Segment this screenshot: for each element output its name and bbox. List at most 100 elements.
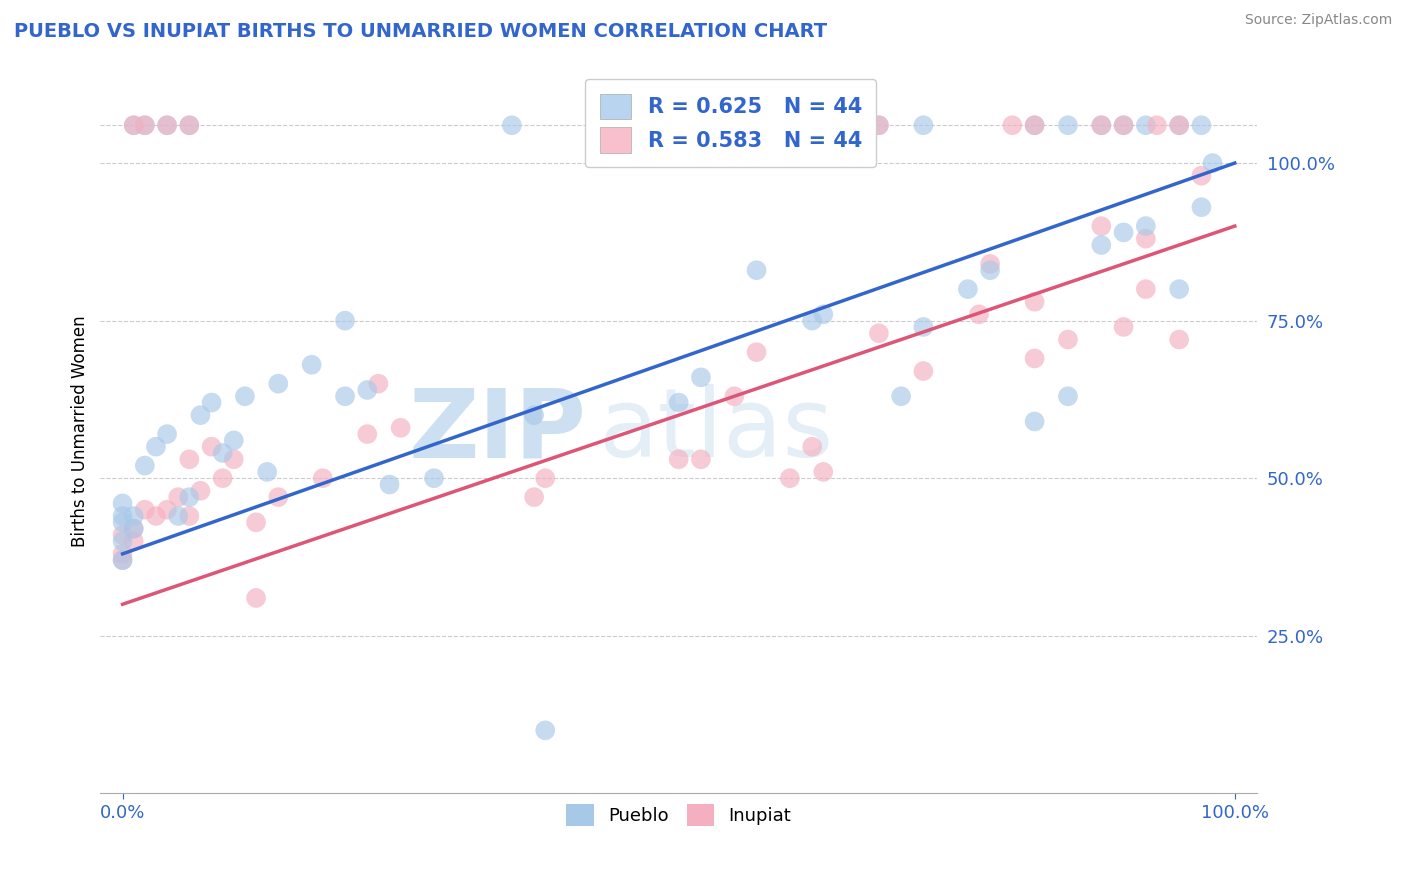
Point bbox=[723, 389, 745, 403]
Point bbox=[190, 483, 212, 498]
Point bbox=[167, 509, 190, 524]
Text: Source: ZipAtlas.com: Source: ZipAtlas.com bbox=[1244, 13, 1392, 28]
Point bbox=[134, 458, 156, 473]
Point bbox=[1090, 118, 1112, 132]
Point bbox=[1024, 118, 1046, 132]
Text: ZIP: ZIP bbox=[408, 384, 586, 477]
Point bbox=[211, 446, 233, 460]
Point bbox=[523, 490, 546, 504]
Point bbox=[111, 496, 134, 510]
Point bbox=[179, 490, 201, 504]
Point bbox=[1090, 238, 1112, 252]
Point bbox=[779, 118, 801, 132]
Text: PUEBLO VS INUPIAT BIRTHS TO UNMARRIED WOMEN CORRELATION CHART: PUEBLO VS INUPIAT BIRTHS TO UNMARRIED WO… bbox=[14, 22, 827, 41]
Point bbox=[156, 118, 179, 132]
Point bbox=[245, 516, 267, 530]
Point bbox=[333, 313, 356, 327]
Point bbox=[979, 257, 1001, 271]
Point bbox=[1024, 118, 1046, 132]
Point bbox=[179, 452, 201, 467]
Point bbox=[122, 534, 145, 549]
Point bbox=[868, 118, 890, 132]
Point bbox=[1168, 282, 1191, 296]
Point bbox=[912, 118, 935, 132]
Point bbox=[1191, 200, 1213, 214]
Point bbox=[134, 502, 156, 516]
Point bbox=[779, 118, 801, 132]
Point bbox=[745, 345, 768, 359]
Point bbox=[745, 263, 768, 277]
Point bbox=[211, 471, 233, 485]
Point bbox=[356, 383, 378, 397]
Point bbox=[423, 471, 446, 485]
Point bbox=[367, 376, 389, 391]
Point bbox=[1112, 118, 1135, 132]
Point bbox=[111, 516, 134, 530]
Point bbox=[301, 358, 323, 372]
Point bbox=[1201, 156, 1223, 170]
Point bbox=[534, 723, 557, 738]
Point bbox=[267, 376, 290, 391]
Point bbox=[256, 465, 278, 479]
Point bbox=[801, 313, 824, 327]
Point bbox=[1135, 232, 1157, 246]
Point bbox=[111, 547, 134, 561]
Point bbox=[1057, 118, 1080, 132]
Point bbox=[813, 465, 835, 479]
Point bbox=[134, 118, 156, 132]
Point bbox=[1090, 118, 1112, 132]
Point bbox=[134, 118, 156, 132]
Point bbox=[200, 395, 222, 409]
Point bbox=[967, 307, 990, 321]
Point bbox=[779, 471, 801, 485]
Point bbox=[156, 118, 179, 132]
Point bbox=[1191, 169, 1213, 183]
Point bbox=[245, 591, 267, 605]
Point bbox=[179, 118, 201, 132]
Point bbox=[200, 440, 222, 454]
Point bbox=[1024, 415, 1046, 429]
Point bbox=[1168, 118, 1191, 132]
Point bbox=[813, 118, 835, 132]
Point bbox=[868, 118, 890, 132]
Point bbox=[145, 509, 167, 524]
Point bbox=[122, 118, 145, 132]
Point bbox=[956, 282, 979, 296]
Point bbox=[1191, 118, 1213, 132]
Point bbox=[1168, 118, 1191, 132]
Point bbox=[122, 509, 145, 524]
Point bbox=[312, 471, 335, 485]
Point bbox=[1135, 282, 1157, 296]
Point bbox=[145, 440, 167, 454]
Point bbox=[222, 452, 245, 467]
Point bbox=[690, 452, 713, 467]
Point bbox=[1090, 219, 1112, 233]
Point bbox=[190, 408, 212, 422]
Point bbox=[668, 452, 690, 467]
Point bbox=[912, 320, 935, 334]
Point bbox=[267, 490, 290, 504]
Point bbox=[1057, 389, 1080, 403]
Point bbox=[501, 118, 523, 132]
Point bbox=[1001, 118, 1024, 132]
Point bbox=[1024, 294, 1046, 309]
Point bbox=[167, 490, 190, 504]
Point bbox=[156, 502, 179, 516]
Point bbox=[122, 522, 145, 536]
Point bbox=[122, 118, 145, 132]
Point bbox=[111, 534, 134, 549]
Point bbox=[111, 553, 134, 567]
Point bbox=[668, 395, 690, 409]
Point bbox=[979, 263, 1001, 277]
Point bbox=[1168, 333, 1191, 347]
Point bbox=[1135, 219, 1157, 233]
Point bbox=[156, 427, 179, 442]
Point bbox=[1057, 333, 1080, 347]
Point bbox=[1024, 351, 1046, 366]
Point bbox=[523, 408, 546, 422]
Point bbox=[690, 370, 713, 384]
Point bbox=[389, 421, 412, 435]
Point bbox=[111, 553, 134, 567]
Point bbox=[233, 389, 256, 403]
Point bbox=[801, 440, 824, 454]
